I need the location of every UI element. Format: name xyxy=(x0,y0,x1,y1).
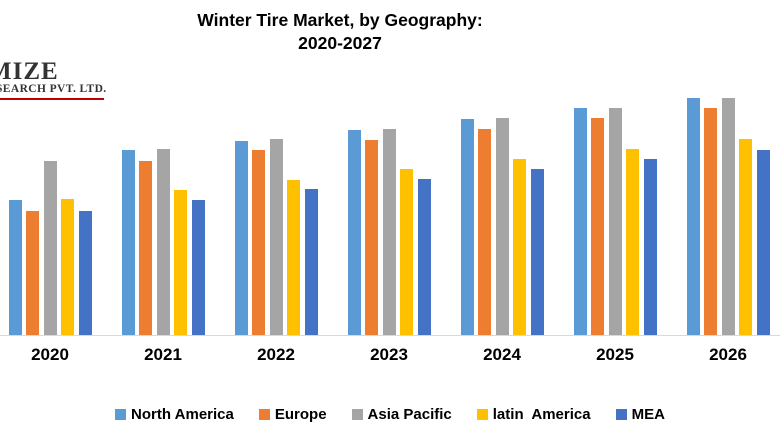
bar-asia-pacific-2026 xyxy=(721,98,735,335)
chart-title: Winter Tire Market, by Geography: 2020-2… xyxy=(0,9,680,55)
legend-label: latin America xyxy=(492,406,591,423)
legend-item-europe: Europe xyxy=(258,406,327,423)
legend: North America Europe Asia Pacific latin Ame… xyxy=(0,406,780,423)
legend-label: Europe xyxy=(274,406,327,423)
bar-asia-pacific-2021 xyxy=(156,149,170,335)
bar-europe-2023 xyxy=(365,140,378,335)
x-axis-label-2021: 2021 xyxy=(144,345,182,364)
legend-label: Asia Pacific xyxy=(367,406,452,423)
x-axis-line xyxy=(0,335,780,336)
bar-latin-america-2020 xyxy=(61,199,74,335)
bar-asia-pacific-2025 xyxy=(608,108,622,335)
bar-latin-america-2026 xyxy=(739,139,752,335)
bar-europe-2025 xyxy=(591,118,604,335)
x-axis-label-2024: 2024 xyxy=(483,345,521,364)
logo-text-large: MIZE xyxy=(0,58,59,85)
bar-europe-2020 xyxy=(26,211,39,335)
bar-mea-2025 xyxy=(643,159,657,335)
bar-north-america-2026 xyxy=(686,98,700,335)
legend-marker-icon xyxy=(115,409,127,420)
bar-mea-2024 xyxy=(530,169,544,335)
bar-mea-2022 xyxy=(304,189,318,335)
maximize-research-logo: MIZE SEARCH PVT. LTD. xyxy=(0,58,112,100)
bar-latin-america-2024 xyxy=(513,159,526,335)
bar-latin-america-2023 xyxy=(400,169,413,335)
x-axis-label-2026: 2026 xyxy=(709,345,747,364)
logo-text-small: SEARCH PVT. LTD. xyxy=(0,83,107,95)
legend-marker-icon xyxy=(351,409,363,420)
bar-north-america-2021 xyxy=(121,150,135,335)
legend-marker-icon xyxy=(615,409,627,420)
bar-north-america-2022 xyxy=(234,141,248,335)
bar-north-america-2023 xyxy=(347,130,361,335)
legend-item-asia-pacific: Asia Pacific xyxy=(351,406,452,423)
bar-asia-pacific-2022 xyxy=(269,139,283,335)
chart-title-line1: Winter Tire Market, by Geography: xyxy=(197,10,483,30)
legend-item-latin-america: latin America xyxy=(476,406,591,423)
bar-europe-2022 xyxy=(252,150,265,335)
bar-asia-pacific-2020 xyxy=(43,161,57,335)
legend-label: North America xyxy=(131,406,234,423)
legend-marker-icon xyxy=(258,409,270,420)
x-axis-label-2020: 2020 xyxy=(31,345,69,364)
chart-title-line2: 2020-2027 xyxy=(298,33,382,53)
bar-mea-2023 xyxy=(417,179,431,335)
logo-underline xyxy=(0,98,104,100)
bar-europe-2026 xyxy=(704,108,717,335)
bar-latin-america-2022 xyxy=(287,180,300,335)
legend-marker-icon xyxy=(476,409,488,420)
bar-mea-2026 xyxy=(756,150,770,335)
legend-item-north-america: North America xyxy=(115,406,234,423)
bar-europe-2024 xyxy=(478,129,491,335)
bar-europe-2021 xyxy=(139,161,152,335)
bar-north-america-2024 xyxy=(460,119,474,335)
bar-latin-america-2021 xyxy=(174,190,187,335)
x-axis-label-2022: 2022 xyxy=(257,345,295,364)
bar-mea-2021 xyxy=(191,200,205,335)
bar-latin-america-2025 xyxy=(626,149,639,335)
bar-north-america-2020 xyxy=(8,200,22,335)
bar-mea-2020 xyxy=(78,211,92,335)
bar-north-america-2025 xyxy=(573,108,587,335)
x-axis-label-2025: 2025 xyxy=(596,345,634,364)
legend-item-mea: MEA xyxy=(615,406,665,423)
x-axis-label-2023: 2023 xyxy=(370,345,408,364)
bar-asia-pacific-2023 xyxy=(382,129,396,335)
legend-label: MEA xyxy=(631,406,665,423)
bar-asia-pacific-2024 xyxy=(495,118,509,335)
